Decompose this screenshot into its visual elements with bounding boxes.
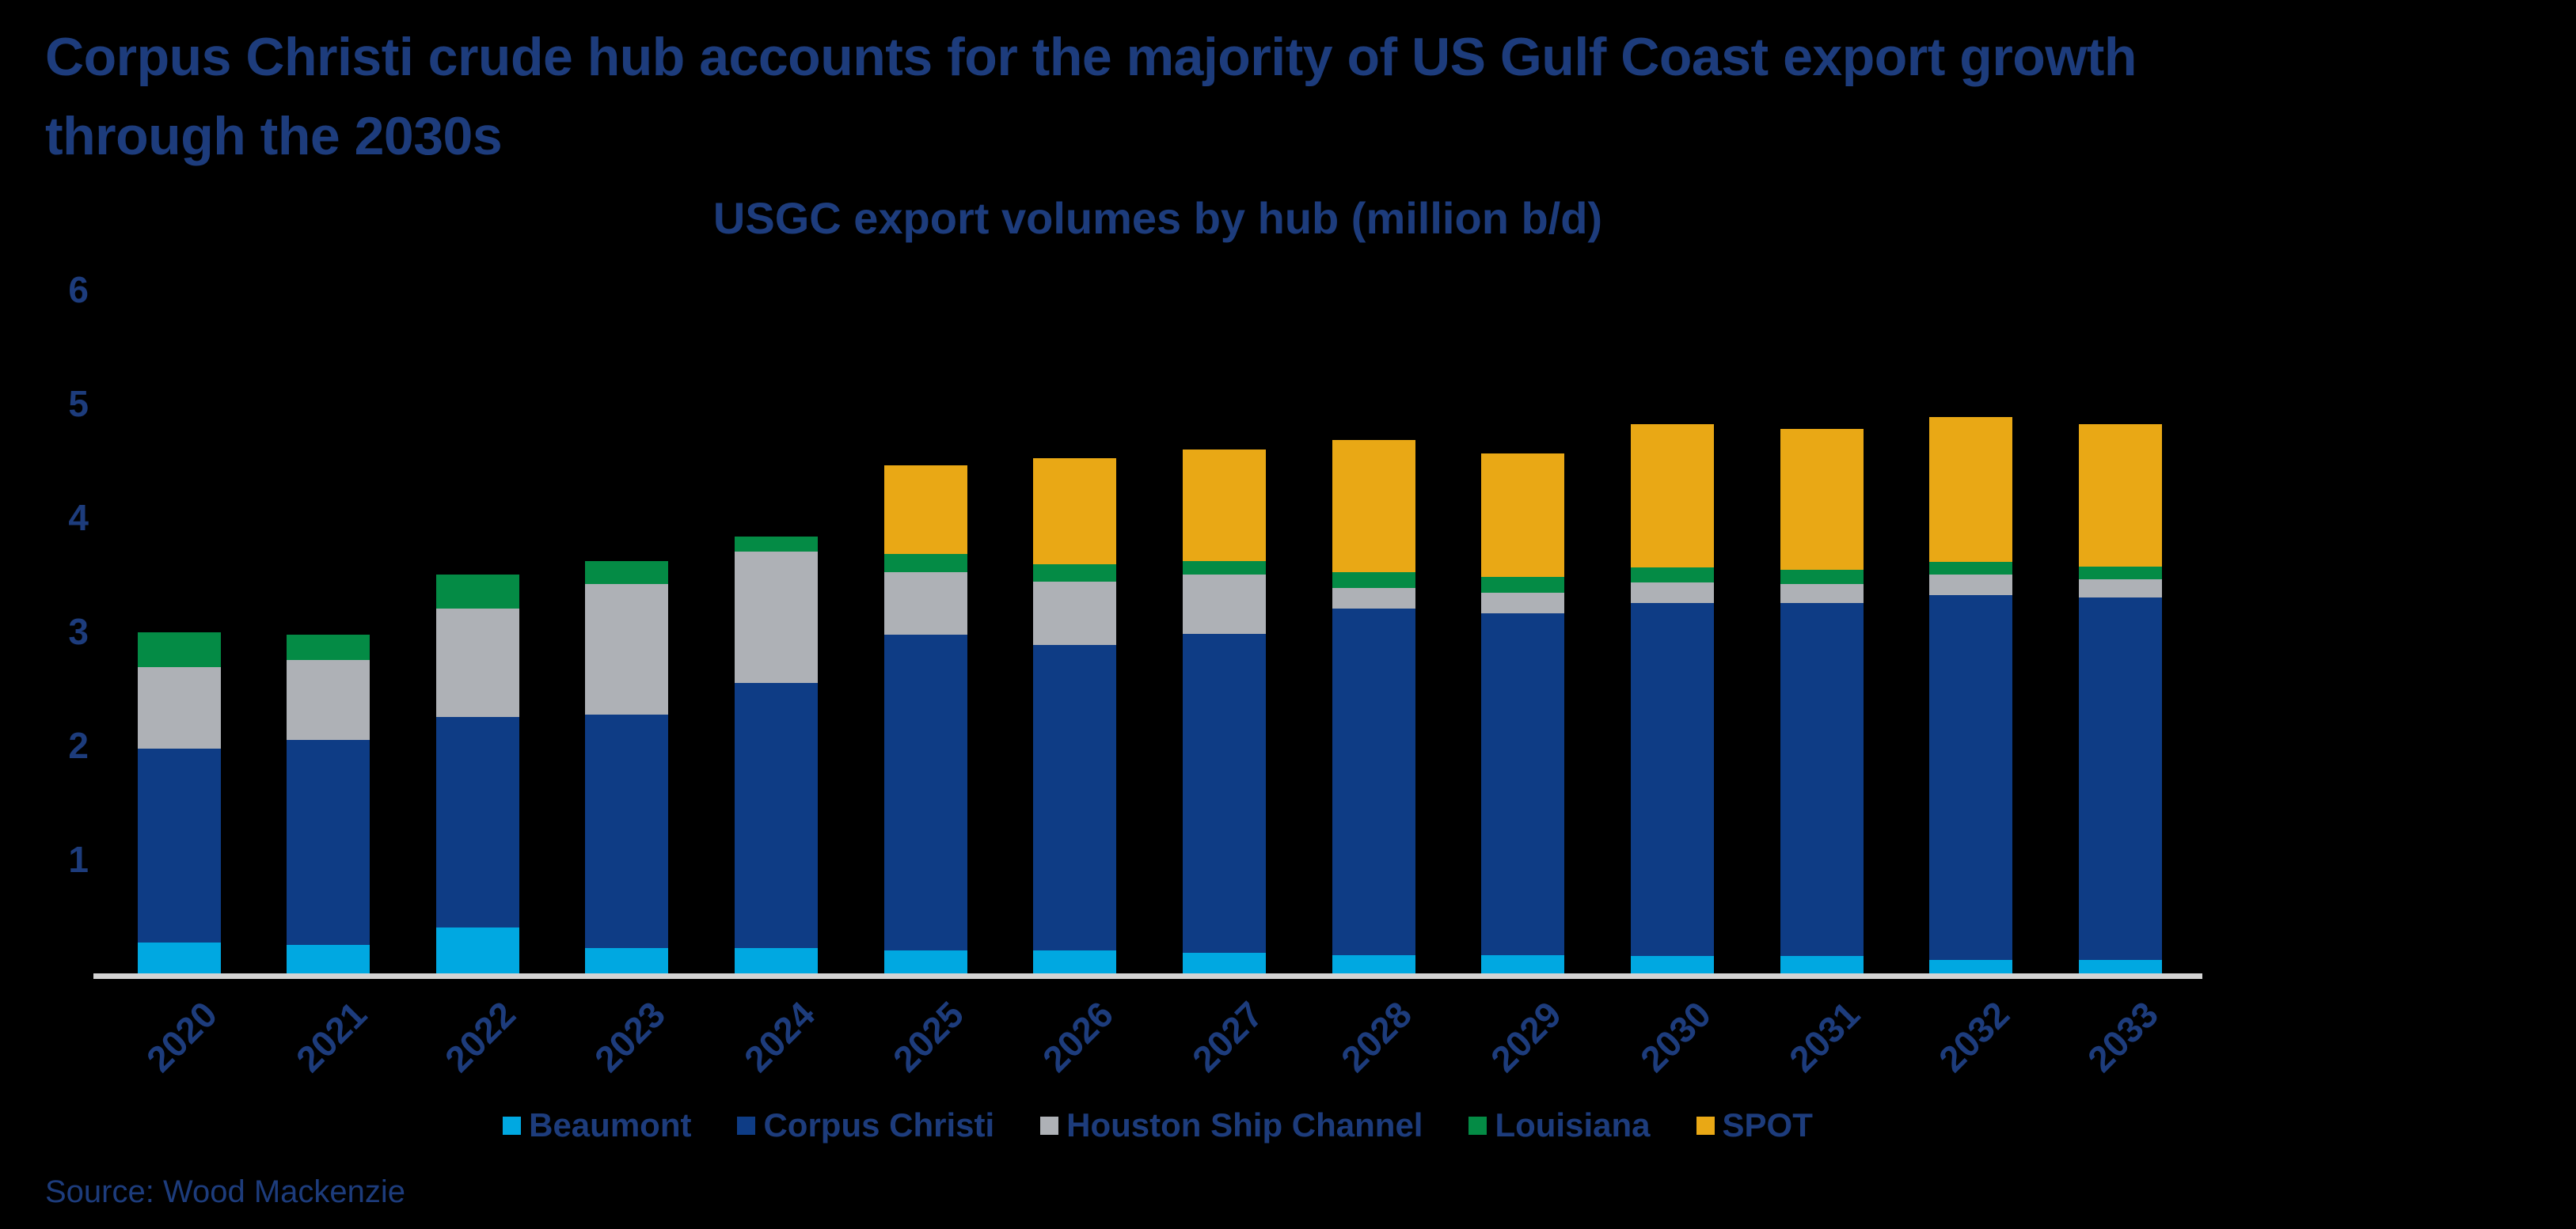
bar-2031-corpus-christi [1780, 603, 1864, 957]
bar-2028-beaumont [1332, 954, 1415, 973]
bar-2030-houston-ship-channel [1631, 582, 1714, 603]
bar-2026-houston-ship-channel [1033, 581, 1117, 646]
bar-2022-houston-ship-channel [435, 609, 519, 717]
source-note: Source: Wood Mackenzie [45, 1174, 406, 1209]
bar-2032-beaumont [1929, 959, 2013, 973]
bar-2024-louisiana [735, 537, 819, 552]
bar-2024-corpus-christi [735, 682, 819, 949]
bar-2033-beaumont [2078, 959, 2162, 973]
bar-2022-louisiana [435, 575, 519, 609]
bar-2028-spot [1332, 440, 1415, 573]
legend-swatch-icon-beaumont [503, 1116, 522, 1135]
chart-headline-line2: through the 2030s [45, 106, 503, 166]
bar-2021-louisiana [287, 635, 370, 660]
bar-2024-houston-ship-channel [735, 552, 819, 683]
y-tick-label-4: 4 [68, 497, 89, 538]
legend-label-houston-ship-channel: Houston Ship Channel [1066, 1106, 1423, 1144]
bar-2028-louisiana [1332, 572, 1415, 589]
bar-2025-beaumont [883, 950, 967, 973]
bar-2026-beaumont [1033, 950, 1117, 973]
bar-2029-beaumont [1481, 954, 1565, 973]
bar-2029-corpus-christi [1481, 613, 1565, 955]
bar-2025-spot [883, 465, 967, 555]
bar-2022-beaumont [435, 927, 519, 973]
bar-2027-corpus-christi [1183, 633, 1267, 954]
bar-2032-corpus-christi [1929, 594, 2013, 960]
bar-2022-corpus-christi [435, 717, 519, 928]
bar-2030-louisiana [1631, 567, 1714, 583]
bar-2029-louisiana [1481, 576, 1565, 594]
y-tick-label-1: 1 [68, 839, 89, 880]
legend-swatch-icon-houston-ship-channel [1040, 1116, 1059, 1135]
legend-label-louisiana: Louisiana [1495, 1106, 1651, 1144]
bar-2027-spot [1183, 449, 1267, 561]
bar-2020-beaumont [137, 943, 221, 973]
bar-2028-corpus-christi [1332, 609, 1415, 955]
y-tick-label-6: 6 [68, 269, 89, 310]
bar-2021-beaumont [287, 945, 370, 973]
bar-2030-spot [1631, 423, 1714, 568]
bar-2025-louisiana [883, 554, 967, 573]
legend-label-corpus-christi: Corpus Christi [763, 1106, 995, 1144]
bar-2033-louisiana [2078, 566, 2162, 579]
chart-headline: Corpus Christi crude hub accounts for th… [45, 17, 2539, 176]
bar-2026-louisiana [1033, 564, 1117, 582]
bar-2032-spot [1929, 417, 2013, 563]
bar-2028-houston-ship-channel [1332, 588, 1415, 609]
bar-2025-corpus-christi [883, 635, 967, 951]
bar-2033-houston-ship-channel [2078, 578, 2162, 597]
legend-item-houston-ship-channel: Houston Ship Channel [1040, 1106, 1423, 1144]
bar-2029-houston-ship-channel [1481, 593, 1565, 613]
legend-swatch-icon-louisiana [1468, 1116, 1487, 1135]
bar-2031-beaumont [1780, 956, 1864, 973]
bar-2027-louisiana [1183, 560, 1267, 575]
bar-2031-houston-ship-channel [1780, 583, 1864, 603]
bar-2020-corpus-christi [137, 749, 221, 943]
chart-legend: Beaumont Corpus Christi Houston Ship Chann… [99, 1106, 2217, 1144]
y-tick-label-2: 2 [68, 725, 89, 766]
bar-2023-corpus-christi [585, 715, 669, 949]
bar-2032-louisiana [1929, 562, 2013, 575]
legend-item-corpus-christi: Corpus Christi [737, 1106, 994, 1144]
bar-2023-houston-ship-channel [585, 583, 669, 715]
legend-item-spot: SPOT [1696, 1106, 1813, 1144]
bar-2031-louisiana [1780, 570, 1864, 584]
bar-2033-corpus-christi [2078, 597, 2162, 960]
legend-swatch-icon-corpus-christi [737, 1116, 756, 1135]
bar-2030-corpus-christi [1631, 603, 1714, 957]
bar-2027-houston-ship-channel [1183, 575, 1267, 634]
legend-item-louisiana: Louisiana [1468, 1106, 1651, 1144]
bar-2023-beaumont [585, 948, 669, 973]
bar-2021-houston-ship-channel [287, 660, 370, 740]
bar-2027-beaumont [1183, 953, 1267, 973]
bar-2021-corpus-christi [287, 739, 370, 945]
bar-2026-corpus-christi [1033, 645, 1117, 951]
legend-label-beaumont: Beaumont [529, 1106, 692, 1144]
legend-item-beaumont: Beaumont [503, 1106, 691, 1144]
chart-subtitle: USGC export volumes by hub (million b/d) [712, 193, 1603, 243]
legend-label-spot: SPOT [1722, 1106, 1813, 1144]
bar-2023-louisiana [585, 560, 669, 584]
bar-2032-houston-ship-channel [1929, 575, 2013, 595]
y-tick-label-5: 5 [68, 383, 89, 424]
bar-2030-beaumont [1631, 956, 1714, 973]
bar-2029-spot [1481, 453, 1565, 577]
y-tick-label-3: 3 [68, 611, 89, 652]
legend-swatch-icon-spot [1696, 1116, 1715, 1135]
bar-2026-spot [1033, 458, 1117, 565]
bar-2020-louisiana [137, 632, 221, 667]
chart-headline-line1: Corpus Christi crude hub accounts for th… [45, 27, 2137, 87]
x-axis-line [93, 973, 2202, 979]
bar-2025-houston-ship-channel [883, 572, 967, 635]
bar-2033-spot [2078, 423, 2162, 567]
bar-2031-spot [1780, 428, 1864, 571]
bar-2024-beaumont [735, 948, 819, 973]
bar-2020-houston-ship-channel [137, 666, 221, 749]
